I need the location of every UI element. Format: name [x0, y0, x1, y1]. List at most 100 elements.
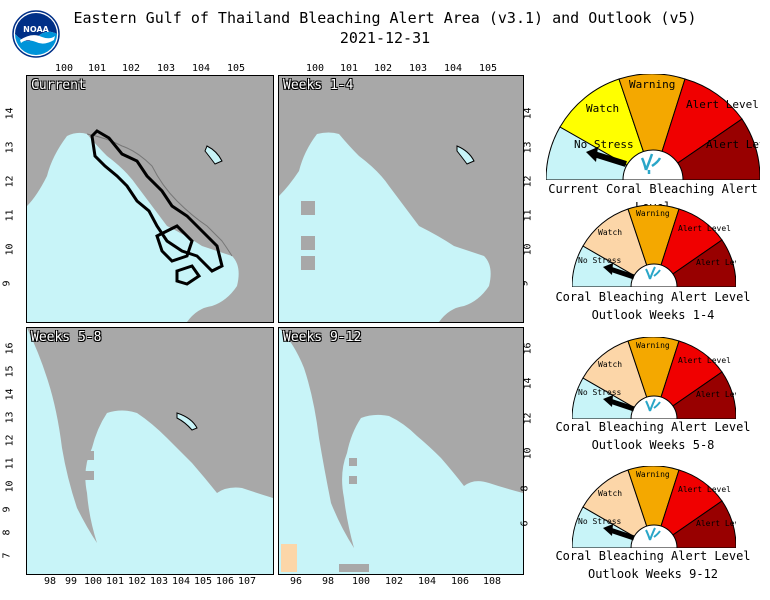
bottom-tick: 98	[322, 576, 335, 587]
side-tick: 12	[522, 175, 534, 188]
side-tick: 12	[4, 175, 16, 188]
gauge-label-watch: Watch	[598, 489, 622, 498]
alert-level-gauge-weeks-5-8: No Stress Watch Warning Alert Level 1 Al…	[571, 336, 759, 423]
side-tick: 13	[522, 141, 534, 154]
gauge-label-warning: Warning	[636, 341, 670, 350]
top-tick: 104	[444, 63, 463, 74]
top-tick: 100	[306, 63, 325, 74]
gauge-label-warning: Warning	[629, 78, 675, 91]
gauge-caption-weeks-5-8: Coral Bleaching Alert Level Outlook Week…	[533, 418, 770, 454]
gauge-caption-outlook: Outlook Weeks 5-8	[591, 438, 715, 452]
alert-level-gauge-weeks-9-12: No Stress Watch Warning Alert Level 1 Al…	[571, 465, 759, 552]
panel-label-current: Current	[31, 78, 86, 93]
side-tick: 6	[519, 520, 531, 527]
side-tick: 10	[4, 480, 16, 493]
gauge-caption-line: Coral Bleaching Alert Level	[555, 549, 751, 563]
gauge-caption-weeks-1-4: Coral Bleaching Alert Level Outlook Week…	[533, 288, 770, 324]
side-tick: 14	[522, 107, 534, 120]
side-tick: 11	[522, 209, 534, 222]
side-tick: 11	[4, 209, 16, 222]
gauge-label-alert-2: Alert Level 2	[696, 258, 736, 267]
gauge-label-alert-2: Alert Level 2	[696, 519, 736, 528]
noaa-logo-text: NOAA	[23, 25, 49, 34]
bottom-tick: 107	[238, 576, 257, 587]
gauge-caption-outlook: Outlook Weeks 1-4	[591, 308, 715, 322]
map-panel-weeks-9-12[interactable]: Weeks 9-12	[278, 327, 524, 575]
map-panel-current[interactable]: Current	[26, 75, 274, 323]
bottom-tick: 99	[65, 576, 78, 587]
side-tick: 15	[4, 365, 16, 378]
side-tick: 12	[4, 434, 16, 447]
side-tick: 8	[519, 485, 531, 492]
side-tick: 13	[4, 411, 16, 424]
top-tick: 102	[122, 63, 141, 74]
gauge-caption-line: Coral Bleaching Alert Level	[555, 420, 751, 434]
top-tick: 100	[55, 63, 74, 74]
top-tick: 102	[374, 63, 393, 74]
bottom-tick: 96	[290, 576, 303, 587]
gauge-label-alert-1: Alert Level 1	[686, 98, 760, 111]
map-panel-weeks-1-4[interactable]: Weeks 1-4	[278, 75, 524, 323]
side-tick: 11	[4, 457, 16, 470]
bottom-tick: 108	[483, 576, 502, 587]
side-tick: 14	[4, 107, 16, 120]
gauge-label-no-stress: No Stress	[578, 388, 622, 397]
side-tick: 10	[522, 447, 534, 460]
bottom-tick: 106	[216, 576, 235, 587]
gauge-label-no-stress: No Stress	[578, 517, 622, 526]
side-tick: 7	[1, 552, 13, 559]
gauge-label-no-stress: No Stress	[574, 138, 634, 151]
side-tick: 9	[1, 506, 13, 513]
alert-level-gauge-weeks-1-4: No Stress Watch Warning Alert Level 1 Al…	[571, 204, 759, 291]
panel-label-weeks-5-8: Weeks 5-8	[31, 330, 102, 345]
title-line-1: Eastern Gulf of Thailand Bleaching Alert…	[73, 9, 697, 27]
map-panel-weeks-5-8[interactable]: Weeks 5-8	[26, 327, 274, 575]
side-tick: 13	[4, 141, 16, 154]
gauge-label-watch: Watch	[586, 102, 619, 115]
side-tick: 10	[4, 243, 16, 256]
top-tick: 104	[192, 63, 211, 74]
gauge-label-no-stress: No Stress	[578, 256, 622, 265]
bottom-tick: 100	[84, 576, 103, 587]
top-tick: 105	[479, 63, 498, 74]
side-tick: 10	[522, 243, 534, 256]
bottom-tick: 102	[128, 576, 147, 587]
noaa-logo: NOAA	[12, 10, 60, 58]
gauge-label-watch: Watch	[598, 228, 622, 237]
side-tick: 16	[4, 342, 16, 355]
page-title: Eastern Gulf of Thailand Bleaching Alert…	[0, 8, 770, 48]
top-tick: 103	[409, 63, 428, 74]
side-tick: 14	[4, 388, 16, 401]
side-tick: 8	[1, 529, 13, 536]
panel-label-weeks-9-12: Weeks 9-12	[283, 330, 362, 345]
gauge-caption-weeks-9-12: Coral Bleaching Alert Level Outlook Week…	[533, 547, 770, 583]
bottom-tick: 98	[44, 576, 57, 587]
gauge-label-alert-1: Alert Level 1	[678, 224, 736, 233]
gauge-label-alert-2: Alert Level 2	[696, 390, 736, 399]
top-tick: 101	[340, 63, 359, 74]
panel-label-weeks-1-4: Weeks 1-4	[283, 78, 354, 93]
side-tick: 14	[522, 377, 534, 390]
gauge-label-alert-1: Alert Level 1	[678, 356, 736, 365]
gauge-label-alert-2: Alert Level 2	[706, 138, 760, 151]
side-tick: 12	[522, 412, 534, 425]
bottom-tick: 103	[150, 576, 169, 587]
top-tick: 105	[227, 63, 246, 74]
gauge-label-alert-1: Alert Level 1	[678, 485, 736, 494]
gauge-label-watch: Watch	[598, 360, 622, 369]
alert-level-gauge-current: No Stress Watch Warning Alert Level 1 Al…	[545, 73, 770, 184]
top-tick: 101	[88, 63, 107, 74]
bottom-tick: 106	[451, 576, 470, 587]
gauge-label-warning: Warning	[636, 209, 670, 218]
bottom-tick: 105	[194, 576, 213, 587]
gauge-label-warning: Warning	[636, 470, 670, 479]
bottom-tick: 104	[172, 576, 191, 587]
side-tick: 9	[1, 280, 13, 287]
gauge-caption-line: Coral Bleaching Alert Level	[555, 290, 751, 304]
bottom-tick: 104	[418, 576, 437, 587]
top-tick: 103	[157, 63, 176, 74]
gauge-caption-outlook: Outlook Weeks 9-12	[587, 567, 719, 581]
side-tick: 16	[522, 342, 534, 355]
bottom-tick: 100	[352, 576, 371, 587]
title-date: 2021-12-31	[339, 29, 431, 47]
